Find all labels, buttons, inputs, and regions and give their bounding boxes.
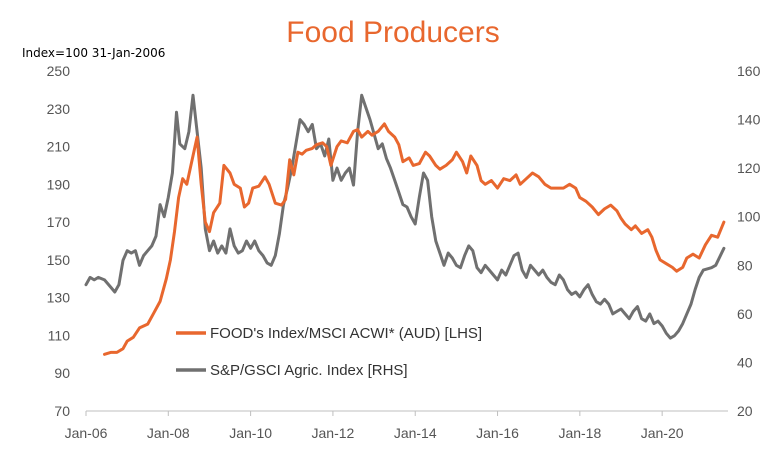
y-left-tick-label: 190 bbox=[47, 176, 71, 192]
x-tick-label: Jan-08 bbox=[147, 425, 190, 441]
y-left-tick-label: 230 bbox=[47, 101, 71, 117]
y-left-tick-label: 250 bbox=[47, 63, 71, 79]
legend: FOOD's Index/MSCI ACWI* (AUD) [LHS] S&P/… bbox=[176, 325, 482, 379]
y-axis-right: 20 40 60 80 100 120 140 160 bbox=[737, 63, 761, 419]
y-left-tick-label: 110 bbox=[48, 327, 71, 343]
y-right-tick-label: 40 bbox=[737, 354, 753, 370]
y-left-tick-label: 210 bbox=[47, 139, 71, 155]
y-right-tick-label: 120 bbox=[737, 160, 761, 176]
legend-label-agric: S&P/GSCI Agric. Index [RHS] bbox=[210, 362, 408, 379]
y-right-tick-label: 60 bbox=[737, 306, 753, 322]
y-right-tick-label: 80 bbox=[737, 257, 753, 273]
x-tick-label: Jan-20 bbox=[641, 425, 684, 441]
y-left-tick-label: 70 bbox=[54, 403, 70, 419]
x-tick-label: Jan-12 bbox=[312, 425, 355, 441]
chart-title: Food Producers bbox=[286, 16, 499, 49]
x-axis: Jan-06 Jan-08 Jan-10 Jan-12 Jan-14 Jan-16 Jan-… bbox=[65, 411, 684, 441]
y-right-tick-label: 100 bbox=[737, 209, 761, 225]
x-tick-label: Jan-06 bbox=[65, 425, 108, 441]
x-tick-label: Jan-18 bbox=[558, 425, 601, 441]
legend-label-food: FOOD's Index/MSCI ACWI* (AUD) [LHS] bbox=[210, 325, 482, 342]
y-left-tick-label: 170 bbox=[47, 214, 71, 230]
y-left-tick-label: 130 bbox=[47, 290, 71, 306]
y-left-tick-label: 150 bbox=[47, 252, 71, 268]
series-layer bbox=[84, 93, 726, 356]
y-right-tick-label: 20 bbox=[737, 403, 753, 419]
series-line-agric-index bbox=[84, 93, 726, 340]
x-tick-label: Jan-10 bbox=[229, 425, 272, 441]
y-right-tick-label: 160 bbox=[737, 63, 761, 79]
x-tick-label: Jan-14 bbox=[394, 425, 437, 441]
y-left-tick-label: 90 bbox=[54, 365, 70, 381]
series-line-food-index bbox=[103, 122, 726, 356]
y-right-tick-label: 140 bbox=[737, 112, 761, 128]
x-tick-label: Jan-16 bbox=[476, 425, 519, 441]
index-note: Index=100 31-Jan-2006 bbox=[22, 46, 165, 60]
y-axis-left: 70 90 110 130 150 170 190 210 230 250 bbox=[47, 63, 71, 419]
